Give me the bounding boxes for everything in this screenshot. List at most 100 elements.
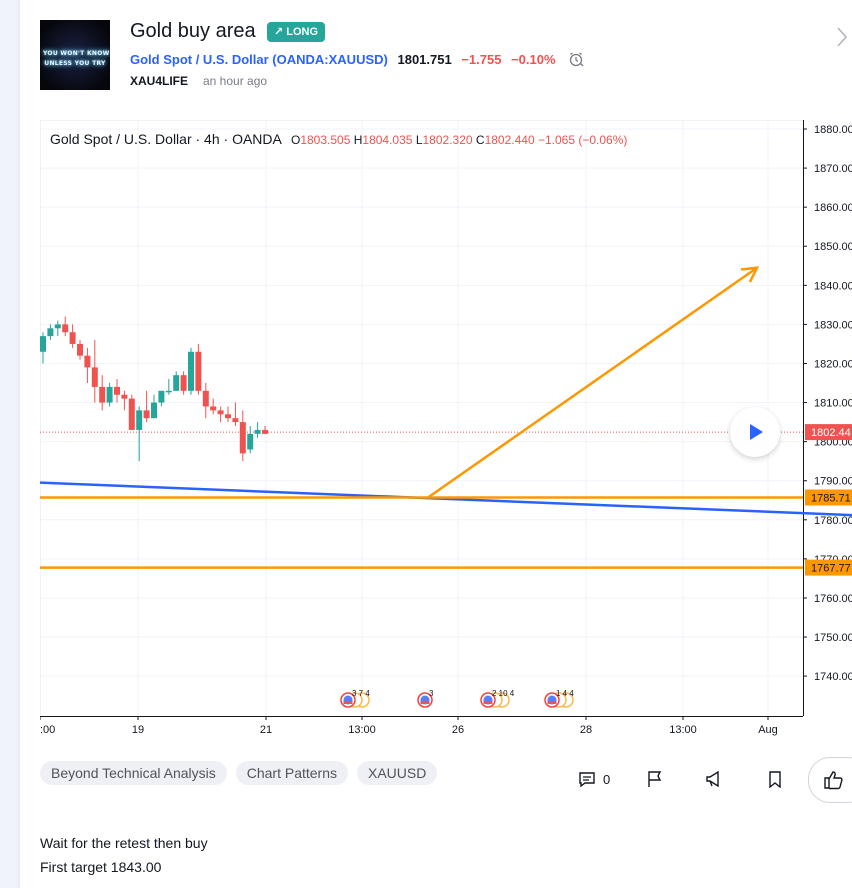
price-tick-label: 1750.00 <box>814 632 852 644</box>
price-tick-label: 1810.00 <box>814 398 852 410</box>
flag-us-stripe <box>420 701 430 704</box>
thumbnail-line-2: UNLESS YOU TRY <box>44 60 106 67</box>
candle-body <box>143 410 150 419</box>
candle-body <box>121 394 128 399</box>
tag-chart-patterns[interactable]: Chart Patterns <box>235 761 348 785</box>
event-count: 3 7 4 <box>352 689 370 698</box>
candle-body <box>40 336 46 352</box>
time-tick-label: 28 <box>580 724 592 736</box>
time-tick-label: 13:00 <box>348 724 376 736</box>
level-price-label-2: 1767.77 <box>811 563 851 575</box>
candle-body <box>247 433 254 450</box>
bar-change: −1.065 (−0.06%) <box>537 133 628 147</box>
level-price-label-1: 1785.71 <box>811 492 851 504</box>
chevron-right-icon[interactable] <box>836 26 848 53</box>
candle-body <box>128 398 135 430</box>
price-chart[interactable]: 1740.001750.001760.001770.001780.001790.… <box>40 120 852 742</box>
open-label: O <box>290 133 301 147</box>
level-price-label-1-bg <box>805 489 852 506</box>
last-price-label-bg <box>805 424 852 441</box>
symbol-change: −1.755 <box>461 51 502 67</box>
trendline <box>40 481 852 517</box>
candle-body <box>225 414 231 419</box>
price-tick-label: 1740.00 <box>814 671 852 683</box>
long-badge: ↗ LONG <box>267 22 326 42</box>
candle-body <box>262 429 268 434</box>
forecast-arrow-head <box>740 266 760 283</box>
candle-body <box>114 386 120 395</box>
chart-canvas[interactable]: 1740.001750.001760.001770.001780.001790.… <box>40 120 852 742</box>
candle-body <box>54 324 61 329</box>
description-line-2: First target 1843.00 <box>40 859 162 875</box>
symbol-change-pct: −0.10% <box>511 51 556 67</box>
bookmark-button[interactable] <box>767 770 783 793</box>
candle-body <box>173 375 180 391</box>
symbol-row: Gold Spot / U.S. Dollar (OANDA:XAUUSD) 1… <box>130 50 585 71</box>
candle-body <box>180 375 187 391</box>
candle-body <box>232 418 239 423</box>
publish-time: an hour ago <box>203 74 268 88</box>
play-button[interactable] <box>730 407 780 457</box>
price-tick-label: 1840.00 <box>814 280 852 292</box>
candle-body <box>195 351 202 391</box>
arrow-up-right-icon: ↗ <box>274 26 284 38</box>
time-tick-label: 13:00 <box>669 724 697 736</box>
idea-thumbnail[interactable]: YOU WON'T KNOW UNLESS YOU TRY <box>40 20 110 90</box>
comments-button[interactable] <box>578 770 596 793</box>
like-button[interactable] <box>808 757 852 803</box>
candle-body <box>69 332 76 344</box>
flag-button[interactable] <box>647 770 663 793</box>
plot-area <box>40 120 803 716</box>
close-label: C <box>475 133 485 147</box>
symbol-price: 1801.751 <box>397 51 452 67</box>
candle-body <box>202 390 209 407</box>
forecast-arrow <box>427 266 758 499</box>
event-count: 1 4 4 <box>556 689 574 698</box>
tag-beyond-technical-analysis[interactable]: Beyond Technical Analysis <box>40 761 227 785</box>
tag-list: Beyond Technical Analysis Chart Patterns X… <box>40 761 446 785</box>
author-name[interactable]: XAU4LIFE <box>130 74 189 88</box>
close-value: 1802.440 <box>484 133 535 147</box>
candle-body <box>254 429 261 434</box>
alarm-clock-icon[interactable] <box>567 50 585 71</box>
flag-us-stripe <box>483 701 493 704</box>
chart-legend: Gold Spot / U.S. Dollar · 4h · OANDA O18… <box>50 131 627 147</box>
tag-xauusd[interactable]: XAUUSD <box>357 761 438 785</box>
flag-icon <box>648 771 662 787</box>
price-tick-label: 1780.00 <box>814 515 852 527</box>
price-tick-label: 1790.00 <box>814 476 852 488</box>
time-tick-label: 21 <box>260 724 272 736</box>
price-tick-label: 1880.00 <box>814 124 852 136</box>
candle-body <box>106 386 113 403</box>
idea-description: Wait for the retest then buy First targe… <box>40 831 208 879</box>
thumbs-up-icon <box>824 771 843 790</box>
event-count: 2 10 4 <box>492 689 515 698</box>
level-price-label-2-bg <box>805 559 852 576</box>
price-tick-label: 1820.00 <box>814 358 852 370</box>
share-button[interactable] <box>705 770 725 793</box>
comment-icon <box>579 772 595 788</box>
ohlc-values: O1803.505 H1804.035 L1802.320 C1802.440 … <box>291 133 627 147</box>
symbol-link[interactable]: Gold Spot / U.S. Dollar (OANDA:XAUUSD) <box>130 51 388 67</box>
candle-body <box>136 410 143 430</box>
time-tick-label: Aug <box>758 724 778 736</box>
price-tick-label: 1850.00 <box>814 241 852 253</box>
idea-title[interactable]: Gold buy area <box>130 20 256 42</box>
candle-body <box>84 355 91 368</box>
symbol-code: OANDA:XAUUSD <box>276 51 384 67</box>
candle-body <box>239 422 246 454</box>
last-price-label: 1802.44 <box>811 427 851 439</box>
megaphone-icon <box>706 770 719 788</box>
low-value: 1802.320 <box>422 133 473 147</box>
low-label: L <box>415 133 423 147</box>
candle-body <box>158 390 165 403</box>
candle-body <box>77 343 83 356</box>
time-tick-label: :00 <box>40 724 55 736</box>
long-badge-label: LONG <box>286 26 319 38</box>
bookmark-icon <box>769 771 781 789</box>
high-value: 1804.035 <box>362 133 413 147</box>
flag-us-stripe <box>343 701 353 704</box>
description-line-1: Wait for the retest then buy <box>40 835 208 851</box>
thumbnail-line-1: YOU WON'T KNOW <box>43 50 110 57</box>
play-icon <box>750 424 763 440</box>
